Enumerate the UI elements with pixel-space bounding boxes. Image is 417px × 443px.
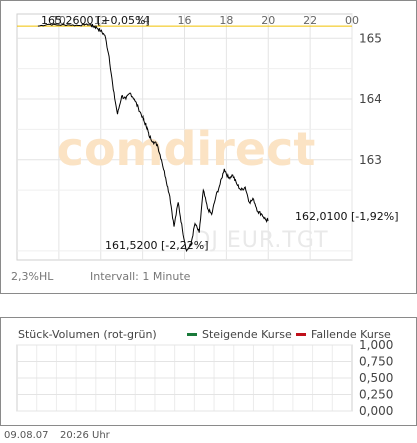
footer-time: 20:26 Uhr [60,430,110,441]
volume-y-tick-label: 0,000 [359,404,393,418]
volume-y-tick-label: 1,000 [359,338,393,352]
legend-falling-label: Fallende Kurse [311,328,391,341]
volume-chart: 1,000 0,750 0,500 0,250 0,000 [16,338,393,418]
range-info: 2,3%HL [11,270,54,283]
price-chart-panel: comdirect DJ EUR.TGT 165 164 163 10 12 14 16 1… [0,0,417,294]
x-tick-label: 20 [261,14,275,27]
legend-rising: Steigende Kurse [187,328,292,341]
interval-info: Intervall: 1 Minute [90,270,191,283]
legend-falling: Fallende Kurse [296,328,391,341]
y-tick-label: 164 [359,92,382,106]
volume-y-tick-label: 0,750 [359,355,393,369]
legend-rising-label: Steigende Kurse [202,328,292,341]
y-tick-label: 163 [359,153,382,167]
volume-chart-panel: Stück-Volumen (rot-grün) Steigende Kurse… [0,317,417,426]
footer-date: 09.08.07 [4,430,49,441]
x-tick-label: 12 [94,14,108,27]
x-tick-label: 14 [136,14,150,27]
symbol-watermark: DJ EUR.TGT [193,228,328,253]
open-annotation: 165,2600 [+0,05%] [41,14,150,27]
volume-y-tick-label: 0,500 [359,371,393,385]
last-annotation: 162,0100 [-1,92%] [295,210,398,223]
volume-y-tick-label: 0,250 [359,388,393,402]
y-tick-label: 165 [359,31,382,45]
x-tick-label: 10 [52,14,66,27]
low-annotation: 161,5200 [-2,22%] [105,239,208,252]
x-tick-label: 00 [345,14,359,27]
price-series-line [37,23,269,253]
volume-title: Stück-Volumen (rot-grün) [18,328,157,341]
falling-swatch [296,333,306,336]
x-tick-label: 22 [303,14,317,27]
x-tick-label: 18 [219,14,233,27]
x-tick-label: 16 [178,14,192,27]
rising-swatch [187,333,197,336]
watermark: comdirect [57,122,316,176]
